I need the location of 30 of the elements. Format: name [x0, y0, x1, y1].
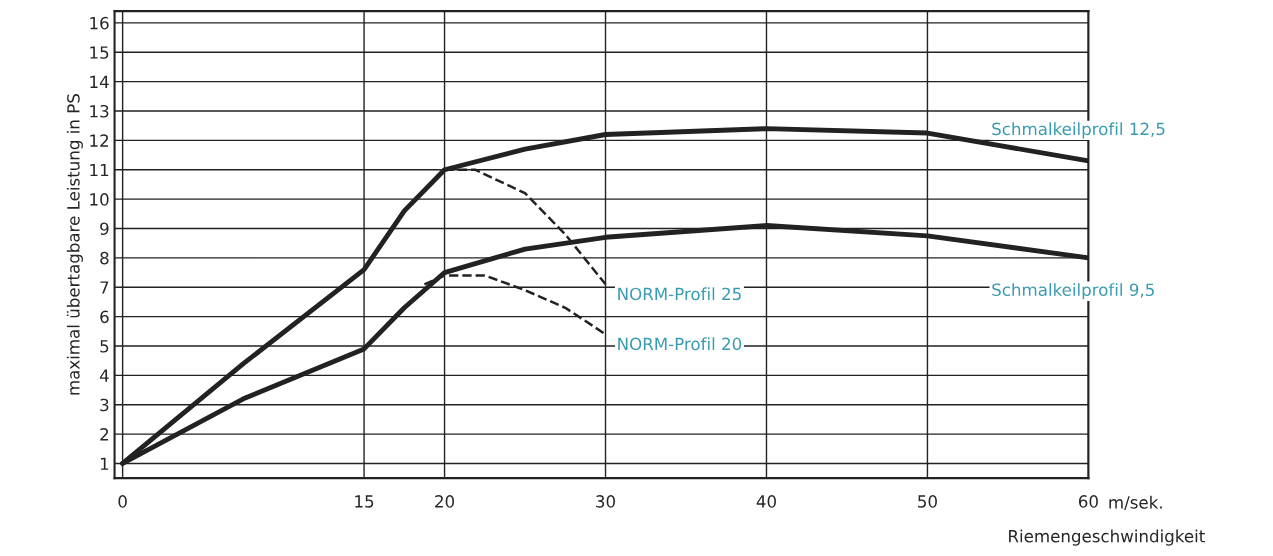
text: Schmalkeilprofil 9,5 [992, 283, 1154, 300]
y-tick-label: 14 [90, 75, 109, 88]
x-tick-label: 20 [435, 495, 455, 508]
y-tick-label: 4 [99, 369, 109, 382]
y-tick-label: 11 [90, 163, 109, 177]
x-tick-label: 30 [596, 495, 616, 508]
y-tick-label: 16 [90, 16, 109, 30]
x-tick-label: 40 [756, 495, 776, 508]
series-label: NORM-Profil 25 [618, 287, 741, 301]
y-tick-label: 7 [100, 281, 109, 294]
x-axis-title: Riemengeschwindigkeit [1009, 529, 1205, 546]
y-tick-label: 2 [100, 428, 109, 441]
y-tick-label: 10 [90, 193, 109, 206]
x-tick-label: 60 [1078, 495, 1098, 508]
text: m/sek. [1109, 495, 1162, 510]
y-tick-label: 3 [100, 398, 109, 412]
series-label: Schmalkeilprofil 12,5 [992, 122, 1165, 139]
x-tick-label: 15 [355, 495, 374, 508]
y-tick-label: 6 [100, 310, 109, 324]
y-tick-label: 9 [100, 222, 109, 236]
y-tick-label: 1 [100, 457, 109, 470]
y-tick-label: 5 [100, 340, 109, 353]
y-tick-label: 15 [90, 46, 109, 59]
x-tick-label: 50 [918, 495, 937, 508]
series-label: NORM-Profil 20 [618, 337, 742, 351]
y-tick-label: 13 [90, 104, 109, 118]
y-tick-label: 12 [90, 134, 109, 147]
y-tick-label: 8 [100, 251, 109, 265]
y-axis-title: maximal übertagbare Leistung in PS [66, 94, 83, 395]
x-tick-label: 0 [118, 495, 127, 508]
